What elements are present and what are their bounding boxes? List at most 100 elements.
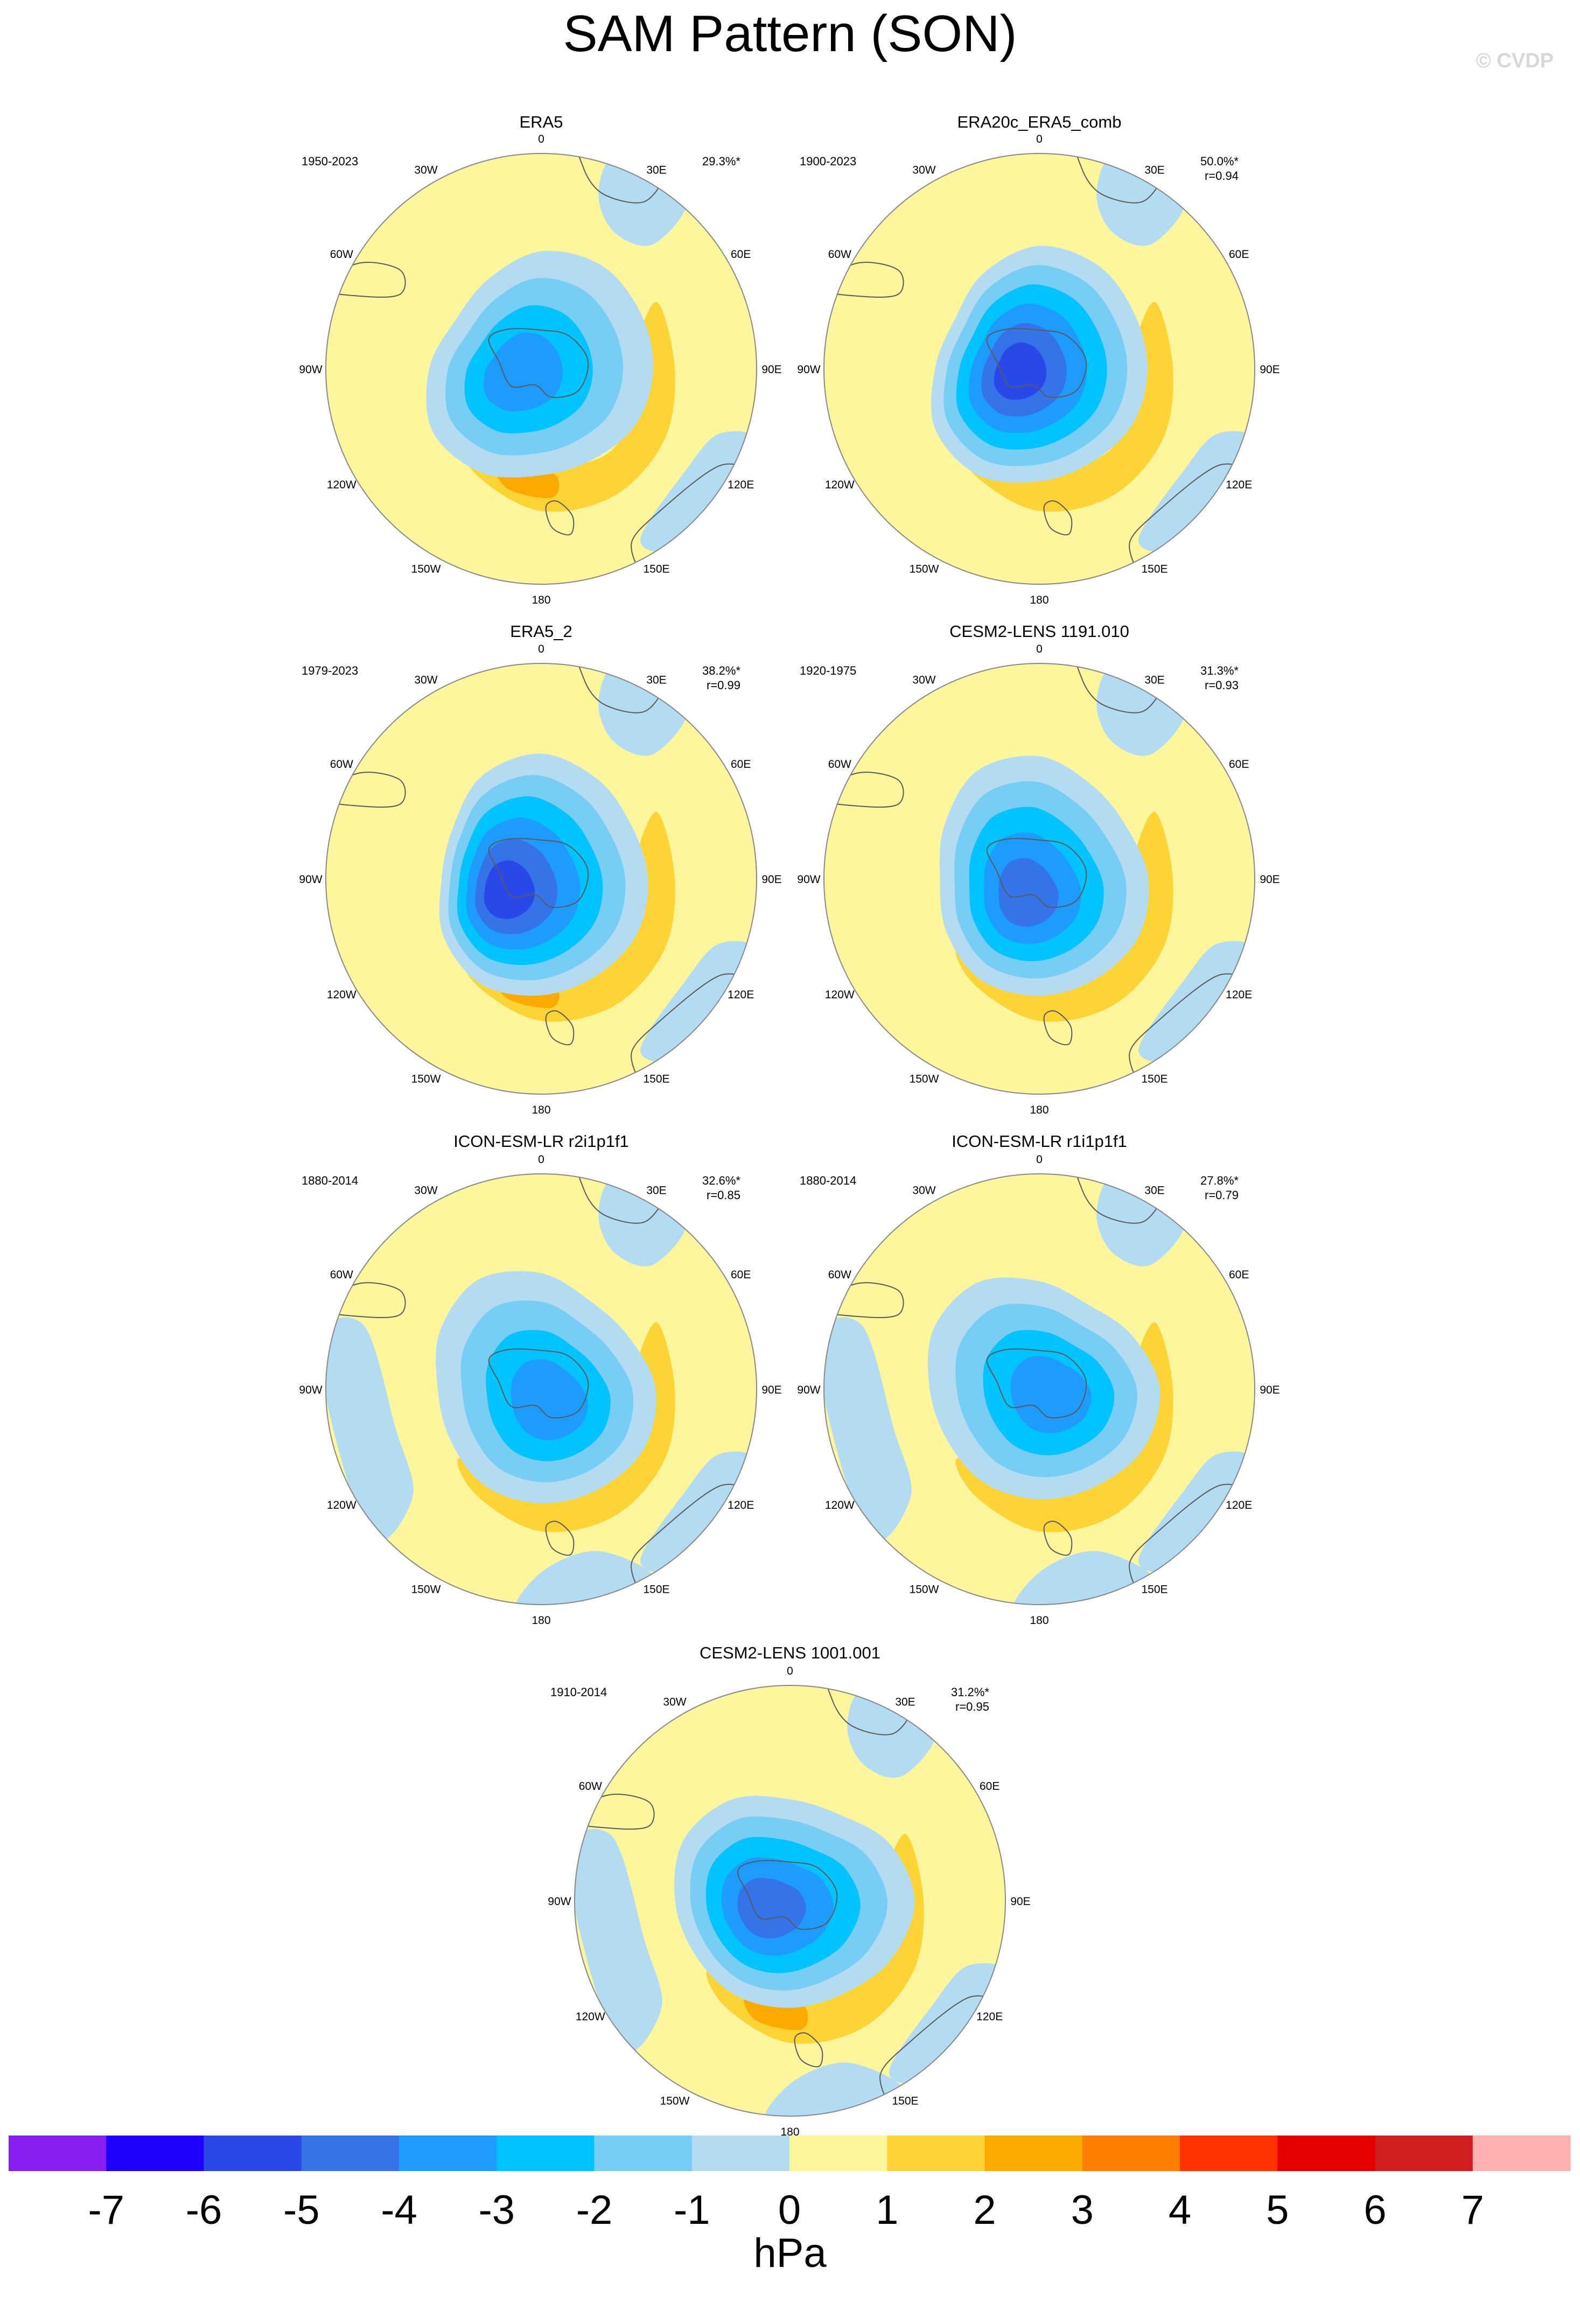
longitude-label: 90E (1260, 363, 1280, 376)
panel-period: 1979-2023 (302, 664, 358, 677)
longitude-label: 150W (660, 2095, 690, 2108)
colorbar-bin (106, 2136, 204, 2171)
panel-correlation: r=0.85 (707, 1188, 740, 1202)
panel-title: CESM2-LENS 1191.010 (949, 622, 1129, 641)
colorbar-bin (204, 2136, 302, 2171)
longitude-label: 180 (532, 1614, 550, 1627)
longitude-label: 90E (761, 363, 781, 376)
colorbar-tick-label: 2 (973, 2187, 996, 2233)
map-panel: 0 30E 60E 90E 120E 150E 180 150W 120W 90W 60W 30W IC… (299, 1132, 781, 1627)
colorbar-tick-label: 5 (1266, 2187, 1289, 2233)
longitude-label: 90E (1260, 1384, 1280, 1396)
colorbar: -7 -6 -5 -4 -3 -2 -1 0 1 2 3 4 5 6 7 hPa (9, 2136, 1571, 2276)
colorbar-bin (789, 2136, 887, 2171)
longitude-label: 30E (646, 674, 666, 686)
colorbar-bin (595, 2136, 693, 2171)
longitude-label: 120W (825, 989, 855, 1001)
map-panel: 0 30E 60E 90E 120E 150E 180 150W 120W 90W 60W 30W IC… (797, 1132, 1280, 1627)
map-field (816, 1156, 1255, 1615)
longitude-label: 150E (892, 2095, 918, 2108)
longitude-label: 60E (731, 758, 751, 771)
longitude-label: 0 (538, 643, 544, 655)
longitude-label: 90W (299, 873, 322, 886)
colorbar-tick-label: -5 (283, 2187, 320, 2233)
longitude-label: 90E (1260, 873, 1280, 886)
colorbar-tick-label: -6 (186, 2187, 222, 2233)
colorbar-tick-label: 4 (1169, 2187, 1191, 2233)
longitude-label: 90W (797, 873, 820, 886)
longitude-label: 120W (825, 1499, 855, 1511)
longitude-label: 120E (728, 1499, 754, 1511)
colorbar-tick-label: -1 (674, 2187, 710, 2233)
longitude-label: 120W (825, 479, 855, 491)
longitude-label: 30W (912, 164, 935, 176)
panel-title: ERA5_2 (510, 622, 572, 641)
longitude-label: 30W (912, 1184, 935, 1196)
longitude-label: 30E (1144, 1184, 1164, 1196)
panel-variance: 27.8%* (1200, 1174, 1239, 1187)
longitude-label: 60W (330, 1269, 353, 1281)
longitude-label: 90E (1010, 1895, 1030, 1908)
longitude-label: 60E (980, 1780, 999, 1793)
longitude-label: 0 (1036, 1153, 1043, 1166)
longitude-label: 60E (1229, 1269, 1249, 1281)
longitude-label: 0 (538, 133, 544, 145)
colorbar-tick-label: 1 (876, 2187, 898, 2233)
colorbar-bin (9, 2136, 107, 2171)
longitude-label: 60E (1229, 758, 1249, 771)
panel-variance: 50.0%* (1200, 155, 1239, 168)
longitude-label: 0 (1036, 133, 1043, 145)
longitude-label: 90W (797, 363, 820, 376)
colorbar-bin (399, 2136, 497, 2171)
colorbar-bin (985, 2136, 1083, 2171)
longitude-label: 0 (1036, 643, 1043, 655)
longitude-label: 90W (548, 1895, 571, 1908)
panel-period: 1900-2023 (800, 155, 856, 168)
panel-title: ICON-ESM-LR r2i1p1f1 (453, 1132, 629, 1151)
colorbar-tick-label: 0 (778, 2187, 801, 2233)
longitude-label: 0 (538, 1153, 544, 1166)
longitude-label: 60E (731, 248, 751, 261)
panel-period: 1920-1975 (800, 664, 856, 677)
panel-title: CESM2-LENS 1001.001 (700, 1643, 880, 1662)
map-panel: 0 30E 60E 90E 120E 150E 180 150W 120W 90W 60W 30W CE… (548, 1643, 1030, 2138)
colorbar-tick-label: 7 (1462, 2187, 1484, 2233)
panel-correlation: r=0.93 (1205, 678, 1239, 692)
longitude-label: 60W (330, 248, 353, 261)
map-field (567, 1668, 1005, 2126)
longitude-label: 30W (414, 164, 437, 176)
longitude-label: 60W (828, 1269, 851, 1281)
longitude-label: 120W (327, 989, 356, 1001)
longitude-label: 90W (797, 1384, 820, 1396)
longitude-label: 120E (728, 989, 754, 1001)
longitude-label: 60W (330, 758, 353, 771)
longitude-label: 60W (579, 1780, 602, 1793)
longitude-label: 30E (646, 164, 666, 176)
longitude-label: 150E (1141, 1073, 1167, 1086)
map-panel: 030E60E90E120E150E180150W120W90W60W30WER… (299, 622, 781, 1116)
longitude-label: 60E (731, 1269, 751, 1281)
longitude-label: 150W (411, 1584, 441, 1596)
longitude-label: 180 (1030, 1614, 1048, 1627)
longitude-label: 120E (976, 2011, 1003, 2023)
panel-variance: 29.3%* (702, 155, 740, 168)
longitude-label: 60W (828, 758, 851, 771)
panel-correlation: r=0.79 (1205, 1188, 1239, 1202)
colorbar-bin (302, 2136, 400, 2171)
longitude-label: 30E (895, 1696, 915, 1708)
longitude-label: 30W (912, 674, 935, 686)
panel-variance: 38.2%* (702, 664, 740, 677)
panel-correlation: r=0.95 (955, 1700, 989, 1713)
colorbar-tick-label: -7 (88, 2187, 125, 2233)
panel-period: 1950-2023 (302, 155, 358, 168)
colorbar-tick-label: -3 (479, 2187, 515, 2233)
longitude-label: 150E (643, 563, 669, 576)
colorbar-tick-label: -4 (381, 2187, 417, 2233)
map-panel: 0 30E 60E 90E 120E 150E 180 150W 120W 90W 60W 30W CE… (797, 622, 1280, 1116)
longitude-label: 180 (532, 1104, 550, 1116)
longitude-label: 150W (411, 563, 441, 576)
longitude-label: 150W (910, 1073, 939, 1086)
longitude-label: 120W (576, 2011, 605, 2023)
longitude-label: 90E (761, 873, 781, 886)
longitude-label: 180 (1030, 1104, 1048, 1116)
